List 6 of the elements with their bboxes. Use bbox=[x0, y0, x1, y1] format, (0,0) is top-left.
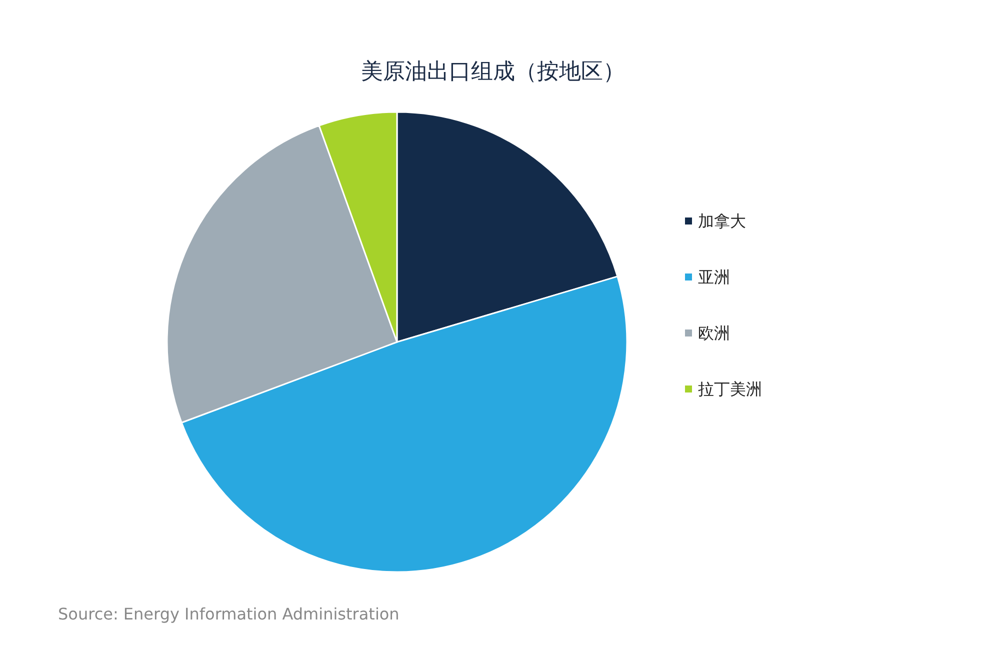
legend-label: 加拿大 bbox=[698, 212, 746, 230]
source-note: Source: Energy Information Administration bbox=[58, 604, 400, 624]
legend-label: 亚洲 bbox=[698, 268, 730, 286]
legend-label: 拉丁美洲 bbox=[698, 380, 762, 398]
legend-label: 欧洲 bbox=[698, 324, 730, 342]
chart-title: 美原油出口组成（按地区） bbox=[361, 60, 625, 84]
